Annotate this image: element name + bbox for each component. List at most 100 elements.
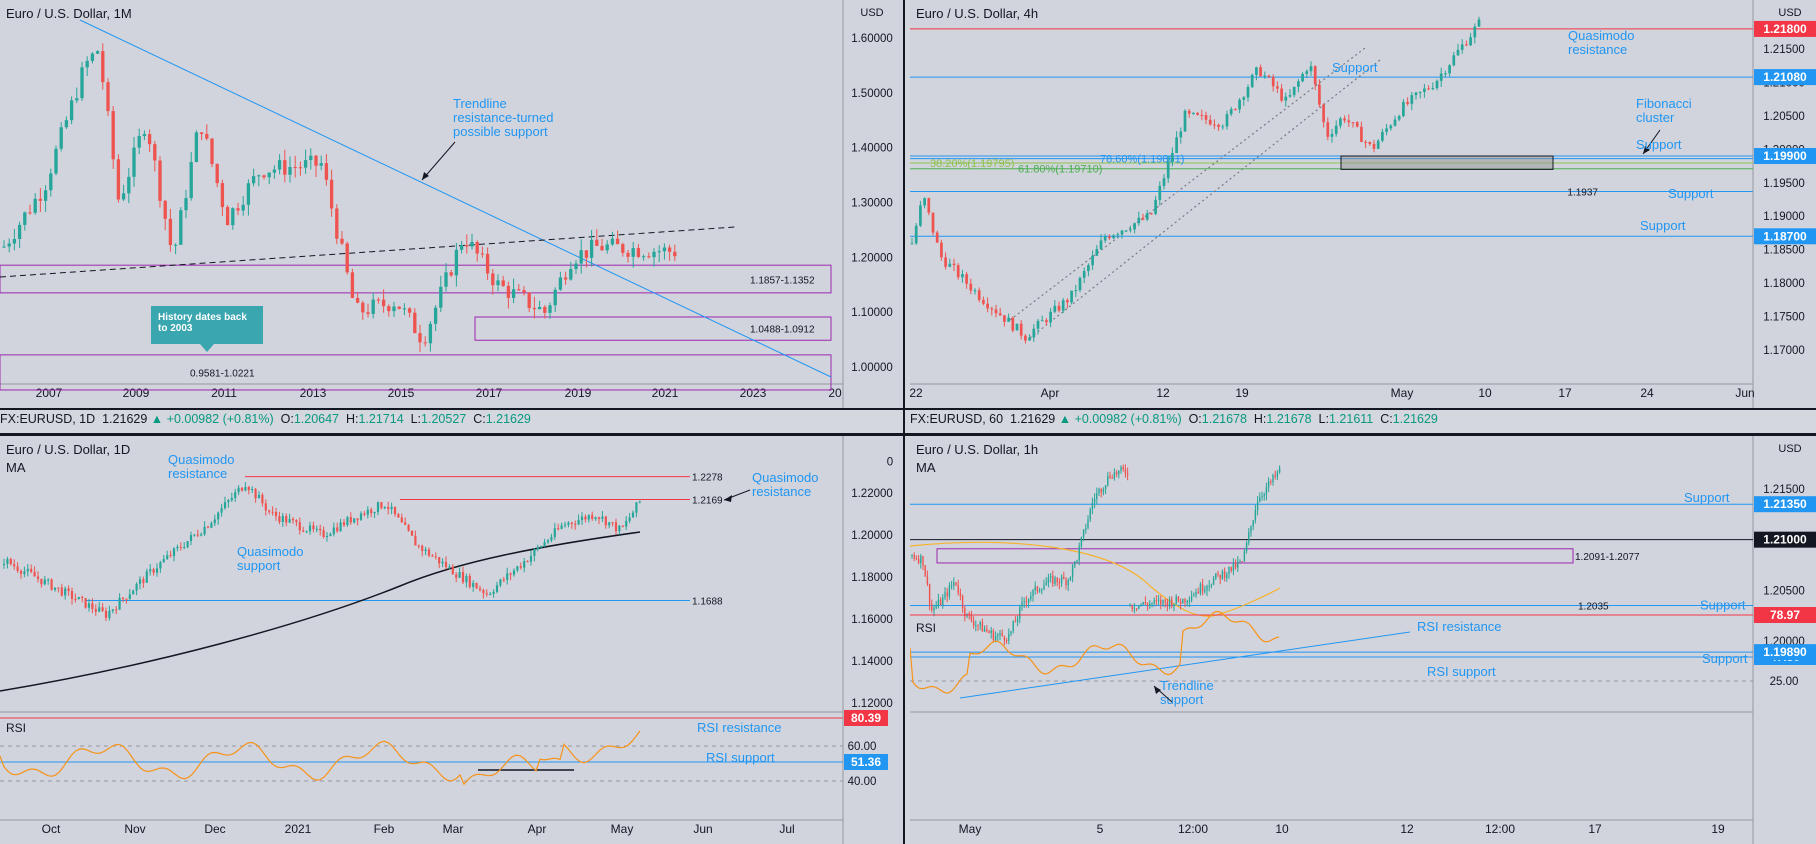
monthly-candle	[345, 243, 349, 273]
h4-candle	[1099, 240, 1103, 249]
h4-candle	[1095, 248, 1099, 256]
h4-chart-svg[interactable]: USD1.215001.210001.205001.200001.195001.…	[910, 0, 1816, 408]
rsi-tag-top-bg	[1754, 607, 1816, 623]
monthly-candle	[459, 245, 464, 250]
hourly-open-label: O:	[1188, 412, 1202, 426]
daily-candle	[431, 555, 434, 557]
daily-candle	[404, 522, 407, 525]
monthly-candle	[454, 249, 459, 276]
h4-candle	[1343, 118, 1346, 121]
h4-candle	[1217, 124, 1220, 127]
daily-candle	[533, 549, 536, 556]
rsi-tag-top: 78.97	[1770, 608, 1800, 622]
monthly-candle	[277, 160, 282, 170]
hourly-b-candle	[1241, 561, 1243, 563]
x-tick-label: 22	[910, 386, 923, 400]
hourly-b-candle	[1278, 467, 1281, 473]
daily-candle	[115, 609, 118, 611]
daily-candle	[492, 591, 495, 594]
h4-candle	[1049, 311, 1052, 323]
daily-candle	[635, 502, 638, 513]
daily-candle	[356, 518, 359, 520]
monthly-candle	[537, 306, 542, 310]
monthly-candle	[558, 277, 563, 290]
monthly-candle	[95, 51, 100, 54]
h4-chart-panel[interactable]: USD1.215001.210001.205001.200001.195001.…	[910, 0, 1816, 408]
daily-chart-svg[interactable]: 0 1.22000 1.20000 1.18000 1.16000 1.14000 1.12…	[0, 436, 903, 844]
hourly-change: +0.00982 (+0.81%)	[1074, 412, 1182, 426]
rsi-line	[910, 610, 1280, 694]
h4-candle	[1297, 81, 1300, 87]
daily-candle	[584, 516, 587, 520]
monthly-candle	[548, 305, 552, 313]
h4-candle	[1036, 320, 1040, 329]
hourly-b-candle	[1250, 526, 1252, 533]
h4-candle	[1418, 91, 1422, 93]
y-tick-label: 1.16000	[851, 614, 893, 626]
h4-candle	[935, 232, 939, 243]
trendline-resistance	[79, 19, 832, 378]
currency-label: USD	[860, 7, 883, 19]
monthly-candle	[600, 245, 604, 251]
h4-candle	[1103, 236, 1107, 241]
daily-candle	[315, 528, 318, 530]
hourly-a-candle	[1098, 488, 1100, 494]
monthly-candle	[2, 246, 6, 248]
hourly-symbol: FX:EURUSD, 60	[910, 412, 1004, 426]
qm-resistance-left-label: Quasimodo resistance	[168, 452, 234, 481]
hourly-b-candle	[1190, 596, 1193, 601]
hourly-a-candle	[1001, 632, 1003, 637]
daily-candle	[342, 522, 346, 526]
x-tick-label: Jun	[693, 822, 712, 836]
daily-candle	[67, 588, 70, 592]
hourly-a-candle	[1052, 576, 1054, 584]
monthly-candle	[475, 241, 479, 254]
zone-label: 1.2091-1.2077	[1575, 552, 1640, 563]
fib-786-label: 78.60%(1.19861)	[1100, 154, 1184, 166]
hourly-a-candle	[1060, 576, 1063, 584]
monthly-candle	[465, 245, 469, 247]
price-axis	[843, 436, 903, 844]
monthly-candle	[626, 252, 630, 257]
hourly-a-candle	[1005, 640, 1008, 642]
trend-annotation: Trendline resistance-turned possible suppo…	[453, 96, 553, 139]
monthly-candle	[220, 183, 225, 208]
daily-candle	[2, 563, 6, 565]
x-tick-label: 10	[1275, 822, 1289, 836]
hourly-a-candle	[1071, 565, 1074, 577]
monthly-candle	[49, 173, 53, 191]
daily-candle	[237, 487, 240, 493]
hourly-a-candle	[1118, 470, 1120, 475]
monthly-chart-svg[interactable]: USD 1.60000 1.50000 1.40000 1.30000 1.20000 1.…	[0, 0, 903, 408]
price-tag: 1.19900	[1763, 149, 1807, 163]
price-tag: 1.18700	[1763, 229, 1807, 243]
daily-candle	[210, 523, 213, 528]
daily-candle	[339, 522, 342, 532]
hourly-b-candle	[1164, 599, 1166, 602]
hourly-a-candle	[939, 599, 942, 606]
monthly-chart-panel[interactable]: USD 1.60000 1.50000 1.40000 1.30000 1.20000 1.…	[0, 0, 903, 408]
monthly-candle	[517, 289, 521, 291]
daily-candle	[614, 522, 618, 532]
hourly-a-candle	[1078, 546, 1080, 561]
hourly-a-candle	[994, 636, 997, 641]
monthly-candle	[418, 333, 422, 343]
monthly-candle	[127, 176, 131, 194]
h4-candle	[1045, 320, 1048, 323]
daily-candle	[118, 597, 121, 610]
y-tick-label: 1.19000	[1763, 211, 1805, 223]
daily-close-label: C:	[473, 412, 486, 426]
h4-candle	[1284, 96, 1288, 101]
daily-chart-panel[interactable]: 0 1.22000 1.20000 1.18000 1.16000 1.14000 1.12…	[0, 436, 903, 844]
hourly-a-candle	[924, 565, 926, 577]
daily-candle	[91, 603, 94, 610]
h4-candle	[1406, 101, 1409, 104]
level-1937-label: 1.1937	[1567, 187, 1598, 198]
hourly-a-candle	[948, 585, 951, 597]
hourly-chart-panel[interactable]: USD 1.21500 1.20500 1.20000 May 5 12:00 10 12 12:…	[910, 436, 1816, 844]
daily-candle	[380, 502, 383, 509]
hourly-a-candle	[1045, 582, 1047, 586]
h4-candle	[1259, 67, 1262, 77]
arrow-head-icon	[724, 495, 732, 502]
